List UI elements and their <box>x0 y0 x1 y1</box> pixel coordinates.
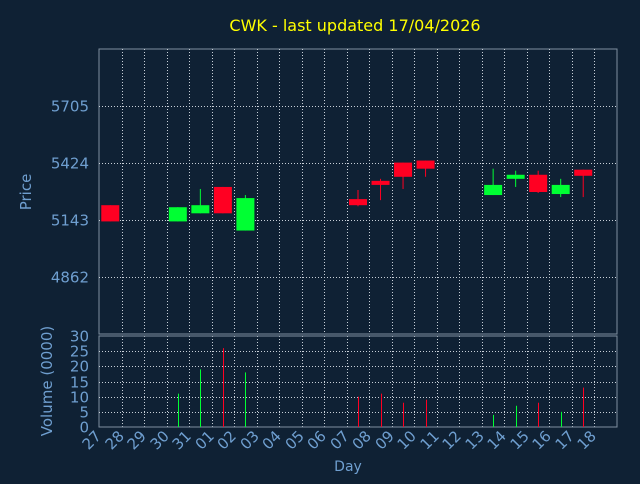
price-axis-label: Price <box>17 174 35 211</box>
candle-body <box>191 205 210 214</box>
candle-body <box>101 205 120 222</box>
price-panel: 4862 5143 5424 5705 <box>51 48 618 335</box>
candle-body <box>349 199 367 206</box>
volume-bar <box>200 369 201 427</box>
candle-body <box>506 174 525 179</box>
volume-tick-label: 25 <box>70 343 89 361</box>
candle-body <box>236 198 255 231</box>
candle-body <box>551 184 570 195</box>
volume-bar <box>245 372 246 427</box>
volume-panel: 0510152025302728293031010203040506070809… <box>70 328 618 453</box>
candle-body <box>529 174 548 193</box>
volume-bar <box>223 348 224 427</box>
candle-body <box>574 169 593 176</box>
price-tick-label: 4862 <box>51 269 89 287</box>
price-tick-label: 5705 <box>51 98 89 116</box>
candle-body <box>416 160 435 169</box>
candle-body <box>371 180 390 185</box>
candle-body <box>394 162 413 177</box>
volume-axis-label: Volume (0000) <box>38 326 56 436</box>
volume-tick-label: 20 <box>70 358 89 376</box>
volume-bar <box>358 396 359 427</box>
candle-body <box>168 207 187 222</box>
candle-body <box>484 184 503 196</box>
volume-bar <box>403 402 404 427</box>
volume-tick-label: 30 <box>70 328 89 346</box>
chart-title: CWK - last updated 17/04/2026 <box>229 16 480 35</box>
volume-tick-label: 0 <box>79 419 89 437</box>
volume-bar <box>583 387 584 427</box>
candle-body <box>213 186 232 214</box>
volume-tick-label: 5 <box>79 404 89 422</box>
x-axis-label: Day <box>334 459 362 475</box>
volume-bar <box>493 414 494 427</box>
volume-bar <box>538 402 539 427</box>
price-tick-label: 5143 <box>51 212 89 230</box>
volume-bar <box>381 393 382 427</box>
volume-tick-label: 10 <box>70 389 89 407</box>
x-tick-label: 18 <box>574 427 600 453</box>
volume-bar <box>178 393 179 427</box>
volume-bar <box>516 405 517 427</box>
volume-bar <box>426 399 427 427</box>
price-tick-label: 5424 <box>51 155 89 173</box>
price-plot-frame <box>98 48 618 335</box>
volume-bar <box>561 411 562 427</box>
volume-tick-label: 15 <box>70 374 89 392</box>
